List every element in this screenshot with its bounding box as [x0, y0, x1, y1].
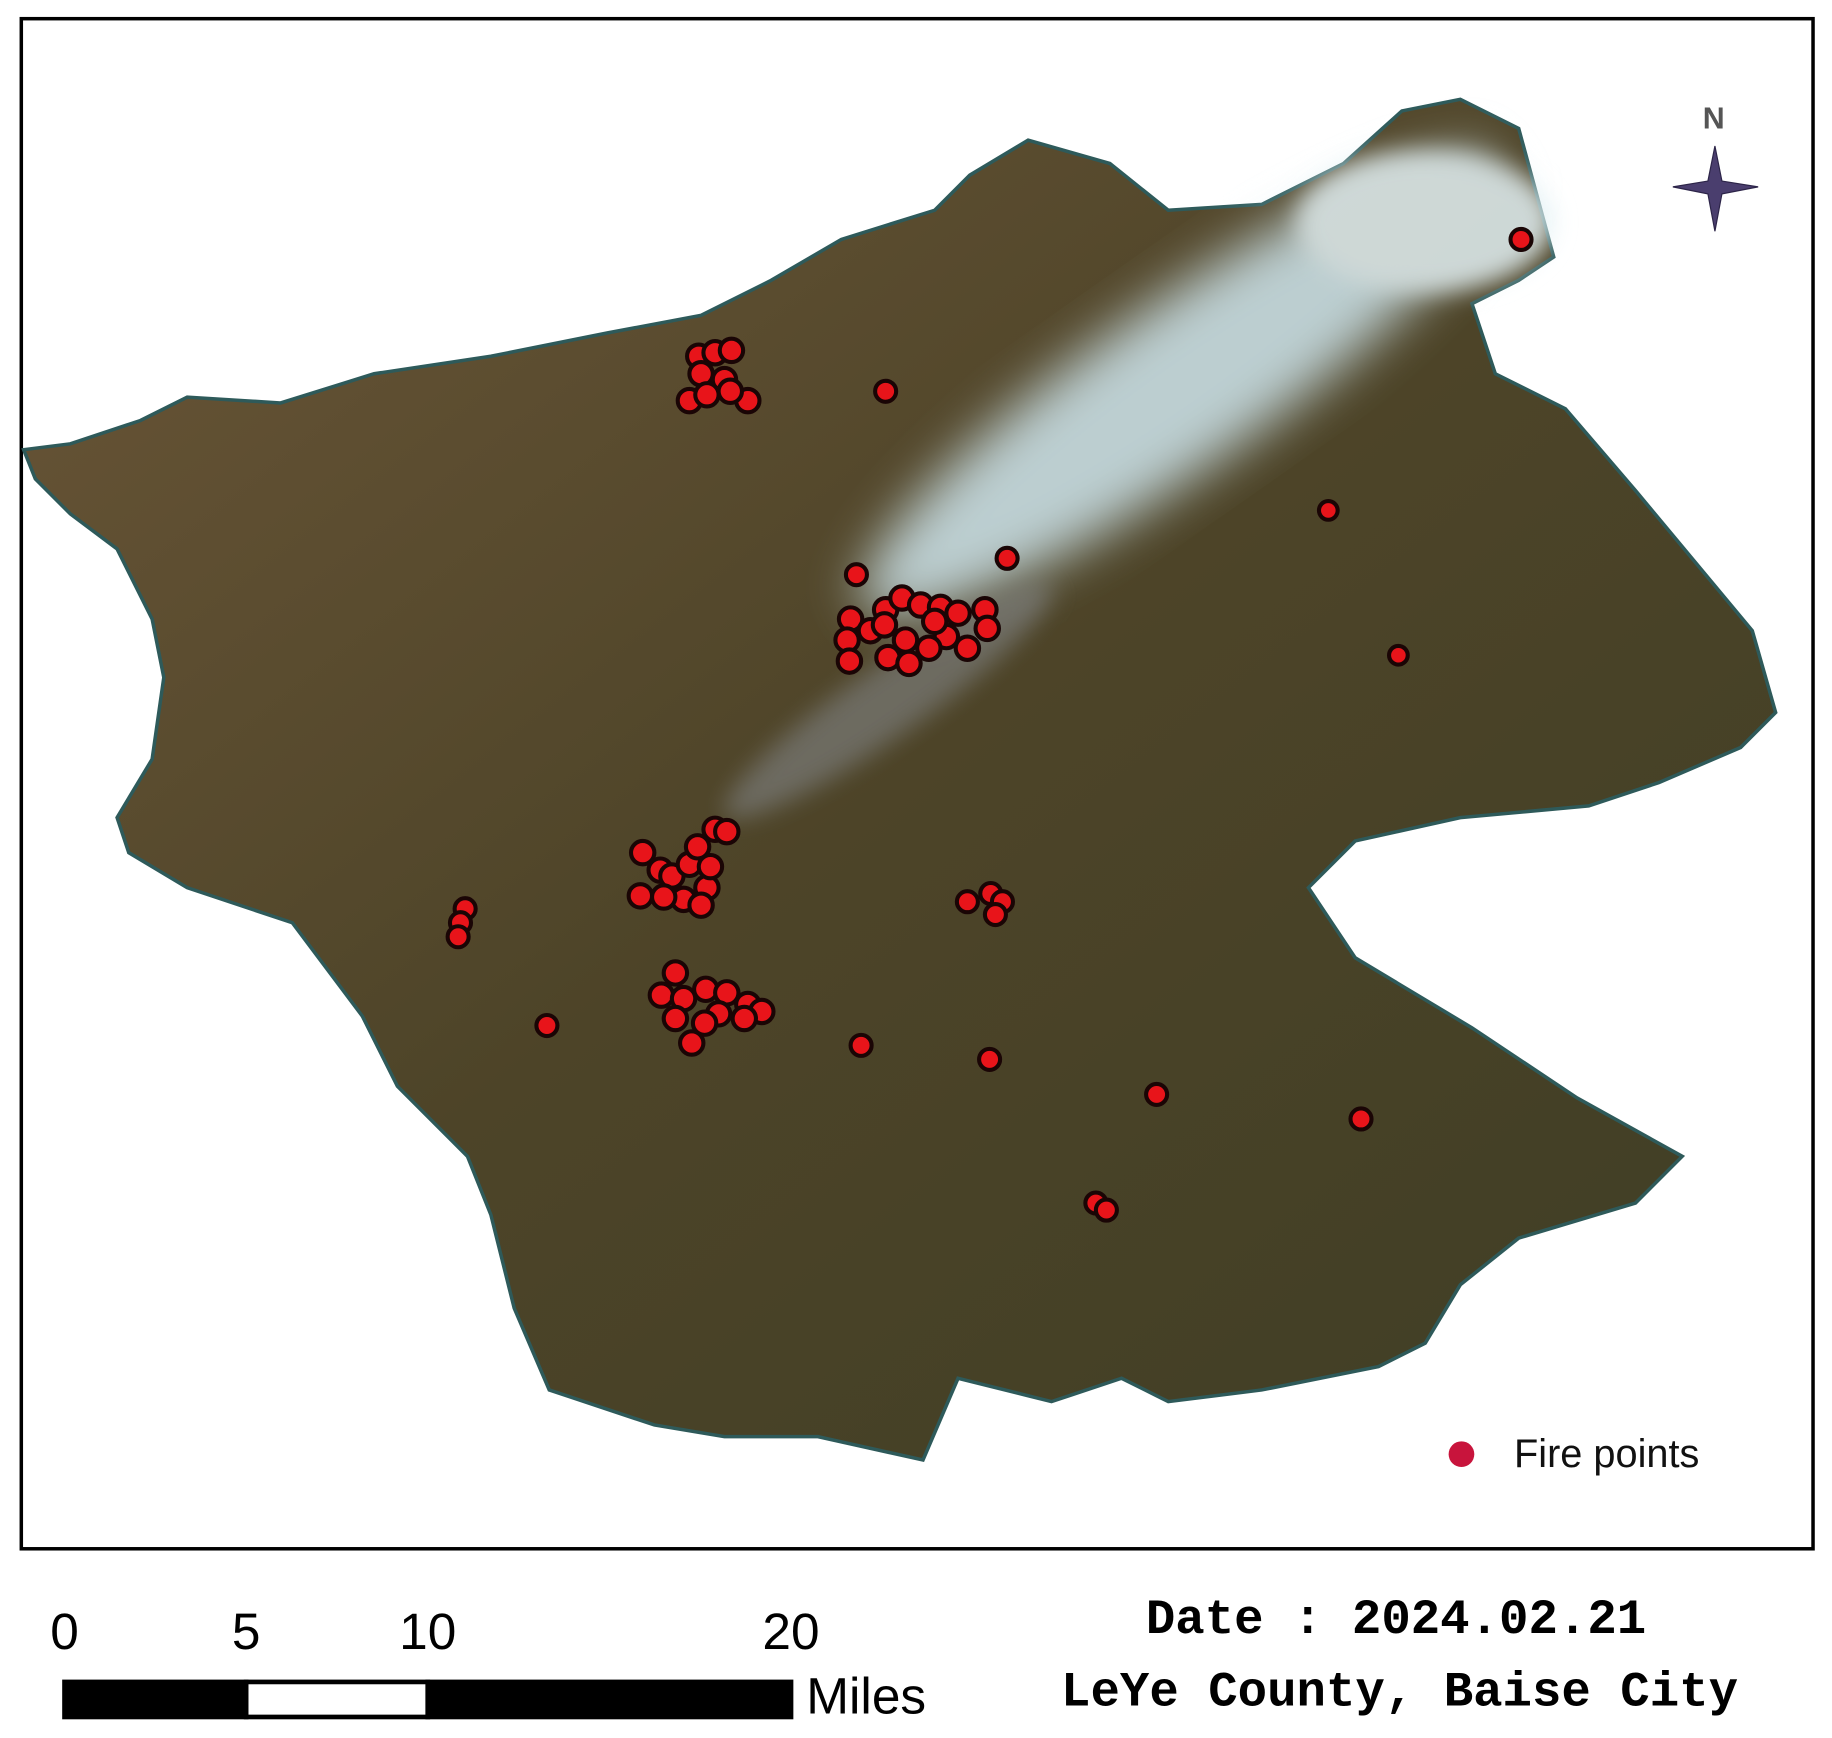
- scale-tick-label: 5: [232, 1602, 261, 1660]
- scale-tick-label: 0: [50, 1602, 79, 1660]
- fire-points: [445, 226, 1534, 1223]
- scale-segment: [425, 1679, 794, 1720]
- scale-bar: 0 5 10 20: [50, 1602, 820, 1720]
- north-arrow: N: [1672, 102, 1759, 232]
- legend-label: Fire points: [1514, 1432, 1699, 1476]
- date-caption: Date : 2024.02.21: [1146, 1592, 1646, 1648]
- county-area: [21, 97, 1778, 1463]
- location-caption: LeYe County, Baise City: [1061, 1664, 1738, 1720]
- north-label: N: [1703, 102, 1725, 135]
- scale-segment: [62, 1679, 249, 1720]
- scale-tick-label: 10: [399, 1602, 456, 1660]
- scale-unit: Miles: [806, 1666, 926, 1724]
- scale-segment: [243, 1679, 431, 1720]
- legend-marker: [1448, 1441, 1475, 1468]
- scale-tick-label: 20: [762, 1602, 819, 1660]
